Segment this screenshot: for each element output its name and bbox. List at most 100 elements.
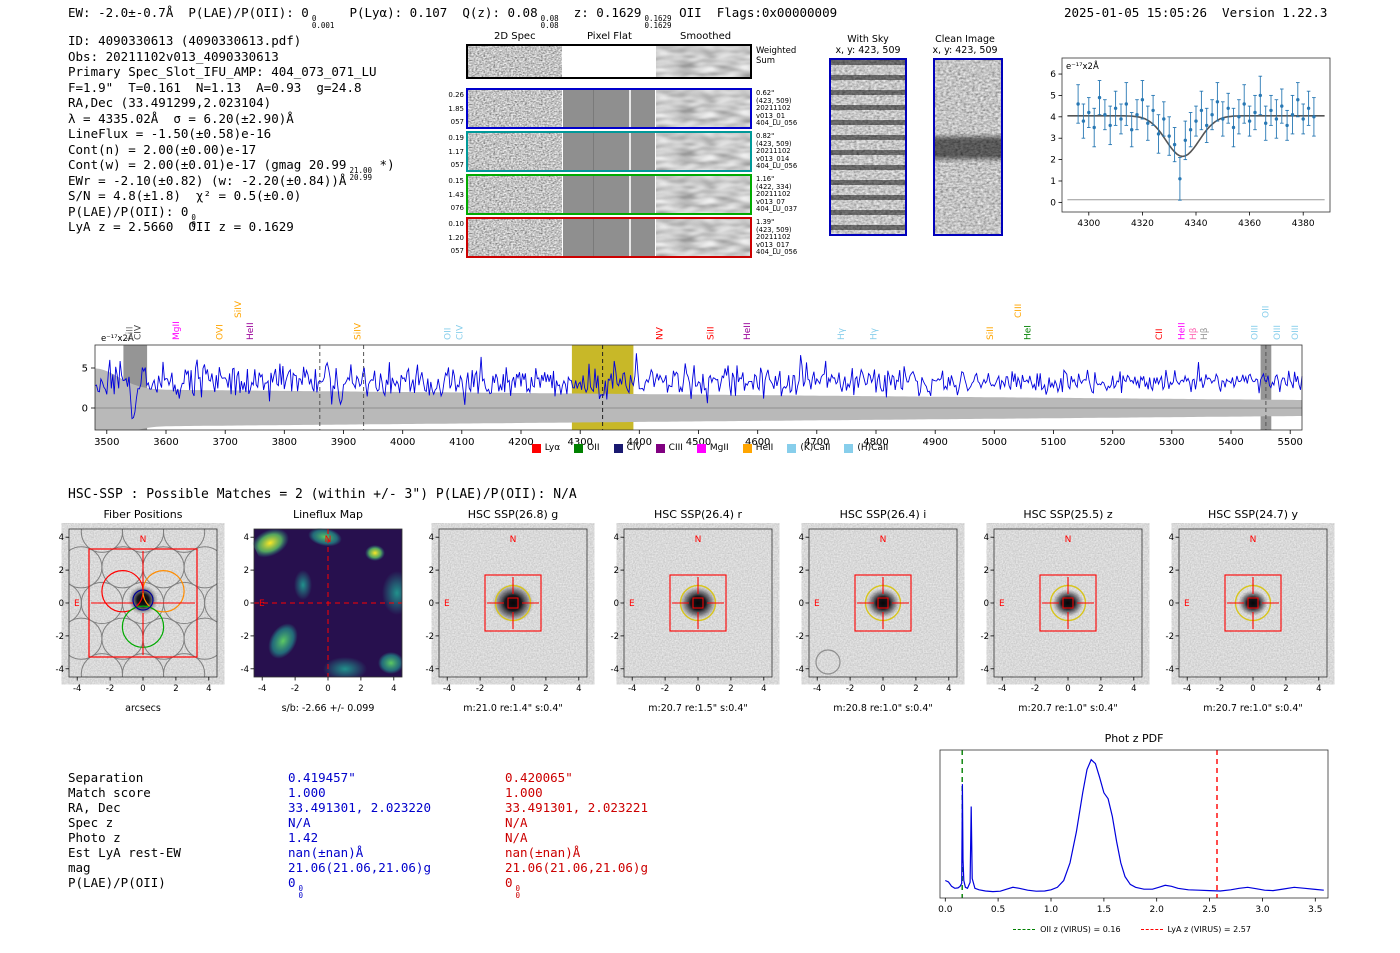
match-label: Match score xyxy=(68,785,151,800)
svg-text:4: 4 xyxy=(1316,684,1321,694)
svg-text:2.0: 2.0 xyxy=(1150,905,1165,915)
spec2d-row xyxy=(466,217,752,258)
legend-swatch xyxy=(655,443,665,453)
svg-text:Hγ: Hγ xyxy=(870,327,880,340)
svg-text:0: 0 xyxy=(510,684,515,694)
svg-text:3600: 3600 xyxy=(153,437,178,448)
svg-text:4: 4 xyxy=(799,533,804,543)
info-line: Cont(w) = 2.00(±0.01)e-17 (gmag 20.99 21.… xyxy=(68,157,395,182)
svg-text:0: 0 xyxy=(1065,684,1070,694)
svg-text:MgII: MgII xyxy=(172,321,182,340)
svg-text:-4: -4 xyxy=(258,684,266,694)
cutout-panel: HSC SSP(26.4) i N E -4 -4 -2 -2 0 0 2 2 4 4 m:20.8 re… xyxy=(780,508,965,714)
svg-text:2: 2 xyxy=(1169,566,1174,576)
svg-text:3.0: 3.0 xyxy=(1255,905,1270,915)
svg-text:0: 0 xyxy=(244,599,249,609)
line-fit-svg: 4300 4320 4340 4360 4380 0 1 2 3 4 5 6 e⁻¹⁷x2Å xyxy=(1050,57,1331,229)
svg-text:3.5: 3.5 xyxy=(1308,905,1322,915)
compass-east: E xyxy=(1184,599,1190,609)
pdf-curve xyxy=(945,758,1324,893)
match-value-primary: nan(±nan)Å xyxy=(288,845,364,860)
col-title-2d-spec: 2D Spec xyxy=(494,31,536,42)
twod-spec-image xyxy=(468,90,562,127)
svg-text:2: 2 xyxy=(543,684,548,694)
compass-north: N xyxy=(695,535,702,545)
sky-panel-coords: x, y: 423, 509 xyxy=(932,45,998,56)
cutout-panel: HSC SSP(24.7) y N E -4 -4 -2 -2 0 0 2 2 4 4 m:20.7 re… xyxy=(1150,508,1335,714)
svg-text:-2: -2 xyxy=(1031,684,1039,694)
photz-title: Phot z PDF xyxy=(1105,732,1164,745)
info-line: EWr = -2.10(±0.82) (w: -2.20(±0.84))Å xyxy=(68,172,347,188)
noise-image xyxy=(468,46,562,77)
svg-text:-4: -4 xyxy=(73,684,81,694)
svg-text:2: 2 xyxy=(913,684,918,694)
compass-north: N xyxy=(325,535,332,545)
noise-image xyxy=(656,176,750,213)
svg-text:-4: -4 xyxy=(628,684,636,694)
smoothed-image xyxy=(656,46,750,77)
compass-east: E xyxy=(259,599,265,609)
match-label: RA, Dec xyxy=(68,800,121,815)
spectrum-legend: Lyα OII CIV CIII MgII HeII (K)CaII (H)CaII xyxy=(80,443,1340,453)
smoothed-image xyxy=(656,133,750,170)
error-band xyxy=(95,368,1302,430)
svg-text:1.0: 1.0 xyxy=(1044,905,1059,915)
legend-swatch xyxy=(787,443,797,453)
match-value-primary: 0.419457" xyxy=(288,770,356,785)
match-value-secondary: 1.000 xyxy=(505,785,543,800)
svg-text:0: 0 xyxy=(59,599,64,609)
svg-text:4: 4 xyxy=(576,684,581,694)
svg-text:-2: -2 xyxy=(661,684,669,694)
smoothed-image xyxy=(656,90,750,127)
svg-text:HeI: HeI xyxy=(1024,325,1034,340)
svg-text:-4: -4 xyxy=(813,684,821,694)
fiber-detail-labels: 1.16" (422, 334) 20211102 v013_07 404_LU_037 xyxy=(756,175,798,214)
match-value-primary: 1.42 xyxy=(288,830,319,845)
svg-text:4: 4 xyxy=(1131,684,1136,694)
spectrum-line xyxy=(94,353,1303,420)
info-line: LineFlux = -1.50(±0.58)e-16 xyxy=(68,126,272,141)
stacked-limits: 0.1629 0.1629 xyxy=(644,14,672,30)
sky-panel-title: With Sky xyxy=(847,34,889,45)
svg-text:HeII: HeII xyxy=(246,322,256,340)
svg-text:-4: -4 xyxy=(443,684,451,694)
stacked-limits: 0 0.001 xyxy=(311,14,335,30)
legend-item: (K)CaII xyxy=(787,443,830,453)
noise-image xyxy=(656,219,750,256)
info-line: Primary Spec_Slot_IFU_AMP: 404_073_071_L… xyxy=(68,64,377,79)
svg-text:4: 4 xyxy=(946,684,951,694)
svg-text:-4: -4 xyxy=(56,665,64,675)
stacked-limits: 21.00 20.99 xyxy=(349,166,373,182)
cutout-caption: s/b: -2.66 +/- 0.099 xyxy=(281,703,375,714)
svg-text:4300: 4300 xyxy=(567,437,592,448)
twod-spec-image xyxy=(468,133,562,170)
svg-text:0: 0 xyxy=(984,599,989,609)
svg-text:-2: -2 xyxy=(476,684,484,694)
svg-text:SiIV: SiIV xyxy=(234,300,244,318)
svg-text:OVI: OVI xyxy=(215,324,225,340)
svg-text:1: 1 xyxy=(1050,177,1056,187)
clean-image-panel: Clean Image x, y: 423, 509 xyxy=(928,34,1003,236)
svg-text:-2: -2 xyxy=(1216,684,1224,694)
line-fit-chart: 4300 4320 4340 4360 4380 0 1 2 3 4 5 6 e⁻¹⁷x2Å xyxy=(1028,42,1338,246)
photz-legend: OII z (VIRUS) = 0.16 LyA z (VIRUS) = 2.57 xyxy=(920,925,1344,934)
svg-text:5100: 5100 xyxy=(1041,437,1066,448)
cutout-title: HSC SSP(26.4) i xyxy=(839,508,927,521)
info-line: RA,Dec (33.491299,2.023104) xyxy=(68,95,272,110)
svg-text:-2: -2 xyxy=(106,684,114,694)
match-value-primary: 21.06(21.06,21.06)g xyxy=(288,860,431,875)
legend-item: Lyα xyxy=(531,443,560,453)
secondary-source-circle xyxy=(815,649,841,675)
header-datetime-version: 2025-01-05 15:05:26 Version 1.22.3 xyxy=(1064,5,1328,20)
svg-text:2: 2 xyxy=(1050,156,1056,166)
cutout-panel: HSC SSP(26.8) g N E -4 -4 -2 -2 0 0 2 2 4 4 m:21.0 re… xyxy=(410,508,595,714)
svg-text:2: 2 xyxy=(59,566,64,576)
svg-text:4320: 4320 xyxy=(1131,219,1154,229)
compass-north: N xyxy=(880,535,887,545)
info-line: LyA z = 2.5660 OII z = 0.1629 xyxy=(68,219,294,234)
svg-text:5400: 5400 xyxy=(1218,437,1243,448)
cutout-caption: m:20.7 re:1.0" s:0.4" xyxy=(1018,703,1118,714)
svg-text:-2: -2 xyxy=(846,684,854,694)
match-value-secondary: nan(±nan)Å xyxy=(505,845,581,860)
